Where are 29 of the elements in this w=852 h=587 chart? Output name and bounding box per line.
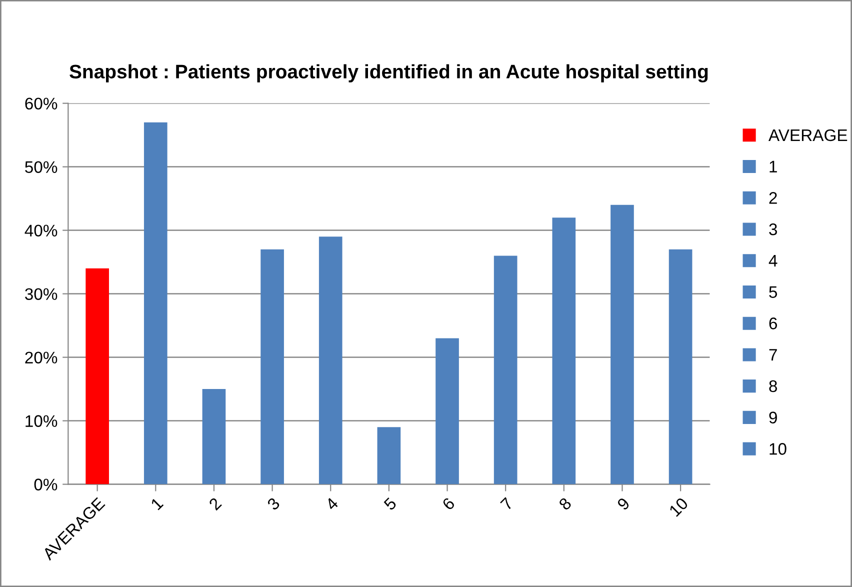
legend-label: 8 bbox=[769, 380, 778, 392]
y-tick-label: 40% bbox=[24, 224, 58, 237]
x-tick-label: 10 bbox=[668, 496, 689, 517]
legend-label: 5 bbox=[769, 286, 778, 298]
legend-label: 2 bbox=[769, 192, 777, 204]
legend-label: 9 bbox=[769, 412, 777, 424]
x-tick-label: 8 bbox=[558, 496, 572, 511]
y-tick-label: 0% bbox=[34, 478, 58, 490]
x-tick-label: 2 bbox=[208, 496, 222, 511]
chart-title: Snapshot : Patients proactively identified in an Acute hospital setting bbox=[70, 64, 708, 82]
x-tick-label: 4 bbox=[324, 496, 339, 511]
x-tick-label: 7 bbox=[500, 497, 514, 511]
y-tick-label: 10% bbox=[26, 415, 58, 427]
y-tick-label: 60% bbox=[25, 98, 58, 110]
legend-label: AVERAGE bbox=[768, 129, 848, 142]
x-tick-label: 5 bbox=[383, 497, 398, 511]
y-tick-label: 20% bbox=[25, 352, 58, 364]
y-tick-label: 50% bbox=[25, 161, 58, 174]
y-tick-label: 30% bbox=[25, 288, 58, 300]
legend-label: 6 bbox=[769, 318, 777, 330]
legend-label: 3 bbox=[769, 223, 777, 236]
legend-label: 4 bbox=[768, 254, 778, 266]
legend-label: 10 bbox=[770, 443, 786, 455]
legend-label: 7 bbox=[769, 349, 777, 361]
x-tick-label: 1 bbox=[150, 497, 164, 510]
legend-label: 1 bbox=[770, 160, 777, 172]
x-tick-label: 6 bbox=[442, 496, 456, 511]
x-tick-label: 3 bbox=[266, 496, 280, 511]
x-tick-label: 9 bbox=[616, 496, 630, 511]
